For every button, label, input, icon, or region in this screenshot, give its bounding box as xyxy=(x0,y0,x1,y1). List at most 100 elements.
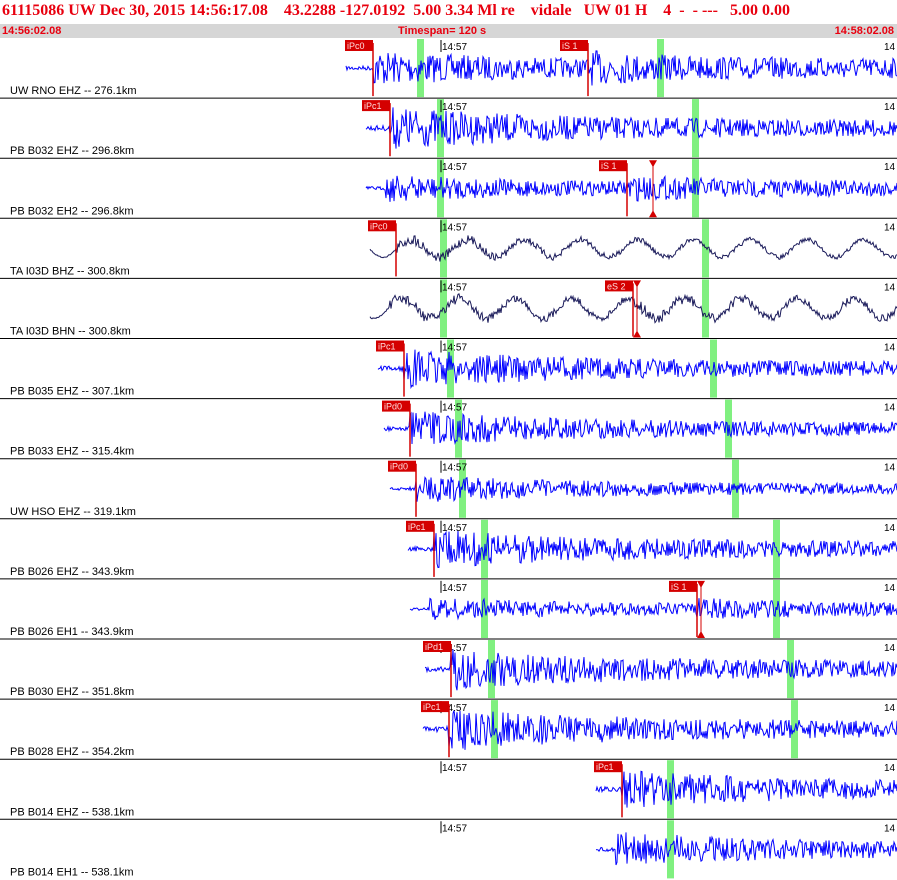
theoretical-arrival-marker xyxy=(692,99,699,158)
channel-label: UW RNO EHZ -- 276.1km xyxy=(10,85,137,97)
waveform-trace xyxy=(409,597,897,621)
minute-tick-label: 14:57 xyxy=(442,763,467,774)
waveform-trace xyxy=(369,234,897,262)
channel-row[interactable]: 14:57 14 iPd0 UW HSO EHZ -- 319.1km xyxy=(0,459,897,520)
p-pick-label: iPc1 xyxy=(596,762,614,772)
channel-label: PB B014 EHZ -- 538.1km xyxy=(10,806,134,818)
p-pick-label: iPc1 xyxy=(378,342,396,352)
edge-tick-label: 14 xyxy=(884,343,896,354)
channel-label: PB B032 EH2 -- 296.8km xyxy=(10,205,134,217)
s-pick-flag[interactable] xyxy=(605,280,633,292)
minute-tick-label: 14:57 xyxy=(442,42,467,53)
waveform-trace xyxy=(595,832,897,866)
p-pick-flag[interactable] xyxy=(368,220,396,232)
channel-row[interactable]: 14:57 14 iPc1 PB B026 EHZ -- 343.9km xyxy=(0,519,897,580)
s-pick-flag[interactable] xyxy=(560,40,588,51)
p-pick-label: iPd0 xyxy=(384,402,402,412)
minute-tick-label: 14:57 xyxy=(442,162,467,173)
waveform-trace xyxy=(422,710,897,750)
start-time: 14:56:02.08 xyxy=(2,25,62,37)
channel-row[interactable]: 14:57 14 iPc1 PB B032 EHZ -- 296.8km xyxy=(0,99,897,159)
minute-tick-label: 14:57 xyxy=(442,463,467,474)
s-pick-label: eS 2 xyxy=(607,281,626,291)
theoretical-arrival-marker xyxy=(440,219,447,278)
waveform-trace xyxy=(345,50,897,86)
minute-tick-label: 14:57 xyxy=(442,282,467,293)
channel-row[interactable]: 14:57 14 iPc1 PB B028 EHZ -- 354.2km xyxy=(0,700,897,760)
minute-tick-label: 14:57 xyxy=(442,403,467,414)
header: 61115086 UW Dec 30, 2015 14:56:17.08 43.… xyxy=(0,0,897,38)
channel-row[interactable]: 14:57 14 iPc1 PB B035 EHZ -- 307.1km xyxy=(0,339,897,400)
edge-tick-label: 14 xyxy=(884,643,896,654)
end-time: 14:58:02.08 xyxy=(834,25,894,37)
channel-label: PB B035 EHZ -- 307.1km xyxy=(10,386,134,398)
channel-row[interactable]: 14:57 14 iS 1 PB B026 EH1 -- 343.9km xyxy=(0,579,897,640)
channel-label: PB B032 EHZ -- 296.8km xyxy=(10,145,134,157)
channel-row[interactable]: 14:57 14 iPd0 PB B033 EHZ -- 315.4km xyxy=(0,399,897,460)
p-pick-label: iPd1 xyxy=(425,642,443,652)
channel-row[interactable]: 14:57 14 iS 1 PB B032 EH2 -- 296.8km xyxy=(0,159,897,219)
theoretical-arrival-marker xyxy=(732,459,739,518)
theoretical-arrival-marker xyxy=(702,219,709,278)
seismogram-panel[interactable]: 14:57 14 iPc0 iS 1 UW RNO EHZ -- 276.1km 14:5… xyxy=(0,38,897,880)
p-pick-flag[interactable] xyxy=(423,641,451,652)
edge-tick-label: 14 xyxy=(884,583,896,594)
edge-tick-label: 14 xyxy=(884,763,896,774)
channel-row[interactable]: 14:57 14 PB B014 EH1 -- 538.1km xyxy=(10,820,897,878)
waveform-trace xyxy=(389,476,897,502)
minute-tick-label: 14:57 xyxy=(442,222,467,233)
channel-row[interactable]: 14:57 14 iPd1 PB B030 EHZ -- 351.8km xyxy=(0,640,897,700)
p-pick-flag[interactable] xyxy=(376,340,404,352)
minute-tick-label: 14:57 xyxy=(442,703,467,714)
channel-label: PB B026 EH1 -- 343.9km xyxy=(10,626,134,638)
theoretical-arrival-marker xyxy=(787,640,794,699)
p-pick-flag[interactable] xyxy=(406,520,434,532)
channel-row[interactable]: 14:57 14 iPc0 TA I03D BHZ -- 300.8km xyxy=(0,219,897,279)
channel-label: TA I03D BHZ -- 300.8km xyxy=(10,265,130,277)
waveform-trace xyxy=(595,770,897,808)
p-pick-flag[interactable] xyxy=(362,100,390,112)
waveform-trace xyxy=(377,349,897,390)
minute-tick-label: 14:57 xyxy=(442,583,467,594)
p-pick-label: iPc1 xyxy=(408,522,426,532)
s-pick-label: iS 1 xyxy=(671,582,687,592)
channel-label: UW HSO EHZ -- 319.1km xyxy=(10,506,136,518)
channel-label: PB B028 EHZ -- 354.2km xyxy=(10,746,134,758)
minute-tick-label: 14:57 xyxy=(442,643,467,654)
s-pick-flag[interactable] xyxy=(669,580,697,592)
p-pick-flag[interactable] xyxy=(388,460,416,472)
channel-row[interactable]: 14:57 14 iPc0 iS 1 UW RNO EHZ -- 276.1km xyxy=(0,39,897,99)
channel-row[interactable]: 14:57 14 iPc1 PB B014 EHZ -- 538.1km xyxy=(0,760,897,820)
p-pick-label: iPc1 xyxy=(423,702,441,712)
minute-tick-label: 14:57 xyxy=(442,823,467,834)
channel-label: PB B014 EH1 -- 538.1km xyxy=(10,866,134,878)
channel-label: TA I03D BHN -- 300.8km xyxy=(10,326,131,338)
p-pick-label: iPc0 xyxy=(347,41,365,51)
edge-tick-label: 14 xyxy=(884,42,896,53)
channel-label: PB B033 EHZ -- 315.4km xyxy=(10,446,134,458)
theoretical-arrival-marker xyxy=(481,579,488,638)
event-title: 61115086 UW Dec 30, 2015 14:56:17.08 43.… xyxy=(2,2,790,19)
minute-tick-label: 14:57 xyxy=(442,102,467,113)
minute-tick-label: 14:57 xyxy=(442,343,467,354)
edge-tick-label: 14 xyxy=(884,523,896,534)
minute-tick-label: 14:57 xyxy=(442,523,467,534)
channel-row[interactable]: 14:57 14 eS 2 TA I03D BHN -- 300.8km xyxy=(0,279,897,339)
s-pick-flag[interactable] xyxy=(599,160,627,172)
theoretical-arrival-marker xyxy=(491,700,498,759)
channel-label: PB B030 EHZ -- 351.8km xyxy=(10,686,134,698)
waveform-trace xyxy=(407,530,897,569)
p-pick-flag[interactable] xyxy=(345,40,373,51)
p-pick-flag[interactable] xyxy=(594,761,622,773)
edge-tick-label: 14 xyxy=(884,282,896,293)
p-pick-flag[interactable] xyxy=(421,701,449,713)
waveform-trace xyxy=(424,649,897,691)
edge-tick-label: 14 xyxy=(884,403,896,414)
waveform-trace xyxy=(365,174,897,202)
edge-tick-label: 14 xyxy=(884,703,896,714)
edge-tick-label: 14 xyxy=(884,162,896,173)
p-pick-label: iPc0 xyxy=(370,221,388,231)
p-pick-flag[interactable] xyxy=(382,400,410,412)
edge-tick-label: 14 xyxy=(884,463,896,474)
edge-tick-label: 14 xyxy=(884,102,896,113)
